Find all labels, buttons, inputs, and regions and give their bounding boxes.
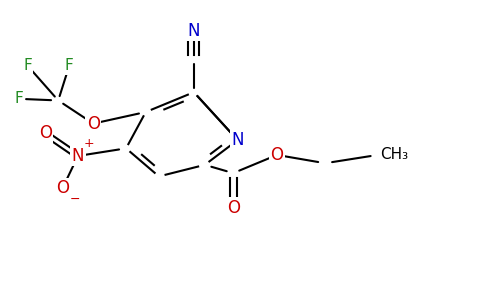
Text: CH₃: CH₃ <box>380 148 408 163</box>
Text: F: F <box>15 91 23 106</box>
Text: −: − <box>69 193 80 206</box>
Text: +: + <box>83 137 94 150</box>
Text: N: N <box>231 131 244 149</box>
Text: N: N <box>188 22 200 40</box>
Text: O: O <box>56 179 69 197</box>
Text: F: F <box>65 58 74 73</box>
Text: O: O <box>87 115 100 133</box>
Text: F: F <box>23 58 32 73</box>
Text: O: O <box>271 146 284 164</box>
Text: O: O <box>39 124 52 142</box>
Text: O: O <box>227 199 240 217</box>
Text: N: N <box>72 147 84 165</box>
